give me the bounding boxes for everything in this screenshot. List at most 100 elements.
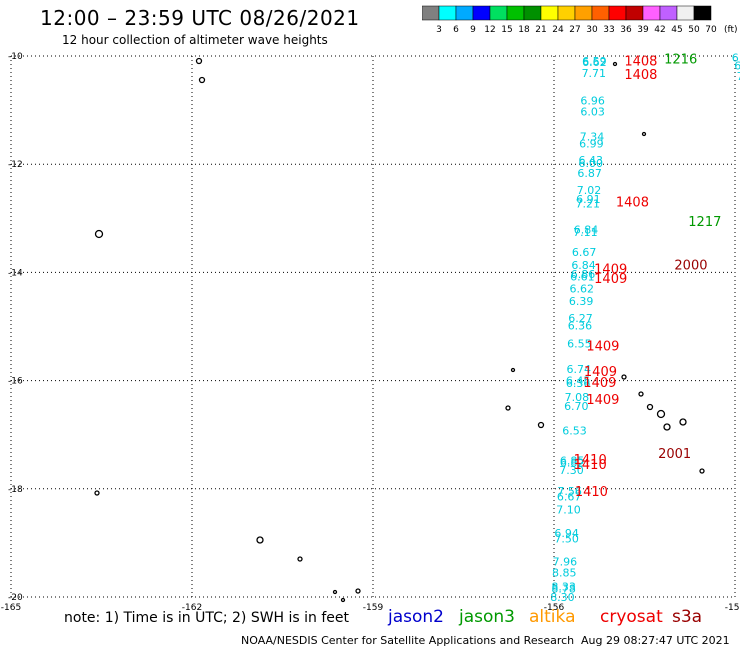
island-outline: [646, 403, 654, 411]
legend-label: 3: [436, 25, 442, 35]
swh-value: 7.30: [559, 464, 584, 477]
x-tick-label: -162: [182, 603, 202, 613]
swh-value: 6.39: [569, 295, 594, 308]
y-tick-label: -18: [8, 485, 23, 495]
island-outline: [332, 589, 338, 595]
island-outline: [505, 405, 511, 411]
y-tick-label: -16: [8, 377, 23, 387]
y-tick-label: -10: [8, 52, 23, 62]
swh-value: 6.70: [564, 400, 589, 413]
island-outline: [510, 367, 516, 373]
pass-time-label: 1410: [574, 453, 607, 468]
legend-label: 21: [535, 25, 546, 35]
swh-value: 6.82: [560, 456, 585, 469]
swh-value: 6.59: [582, 55, 607, 68]
swh-value: 7.09: [737, 70, 740, 83]
pass-time-label: 1409: [586, 339, 619, 354]
legend-label: 6: [453, 25, 459, 35]
pass-time-label: 1408: [624, 54, 657, 69]
legend-label: 36: [620, 25, 632, 35]
swh-value: 6.36: [732, 52, 740, 65]
swh-value: 7.02: [577, 184, 602, 197]
island-outline: [198, 76, 206, 84]
island-outline: [621, 374, 627, 380]
pass-time-label: 1409: [584, 365, 617, 380]
legend-label: 9: [470, 25, 476, 35]
island-outline: [656, 409, 666, 419]
island-outline: [699, 468, 705, 474]
island-outline: [612, 61, 618, 67]
x-tick-label: -165: [1, 603, 21, 613]
island-outline: [679, 418, 687, 426]
swh-value: 6.43: [579, 154, 604, 167]
swh-value: 6.99: [579, 138, 604, 151]
swh-value: 7.11: [573, 226, 598, 239]
swh-value: 7.34: [580, 131, 605, 144]
pass-time-label: 1409: [586, 393, 619, 408]
swh-value: 6.27: [568, 312, 593, 325]
swh-value: 6.00: [579, 157, 604, 170]
swh-value: 6.36: [566, 377, 591, 390]
pass-time-label: 2001: [658, 447, 691, 462]
island-outline: [297, 556, 303, 562]
legend-label: 39: [637, 25, 649, 35]
swh-value: 6.55: [567, 337, 592, 350]
swh-value: 6.91: [576, 193, 601, 206]
legend-label: 12: [484, 25, 495, 35]
island-outline: [94, 490, 100, 496]
satellite-cryosat: cryosat: [600, 607, 663, 627]
pass-time-label: 1408: [624, 68, 657, 83]
island-outline: [256, 536, 264, 544]
swh-value: 7.50: [554, 533, 579, 546]
x-tick-label: -156: [544, 603, 565, 613]
pass-time-label: 1409: [594, 272, 627, 287]
swh-value: 6.45: [566, 375, 591, 388]
legend-label: 33: [603, 25, 614, 35]
grid-lines: [10, 55, 736, 598]
swh-value: 8.78: [551, 582, 576, 595]
pass-time-label: 1410: [575, 485, 608, 500]
pass-time-label: 1409: [583, 376, 616, 391]
swh-value: 7.10: [556, 503, 581, 516]
pass-time-label: 1408: [616, 196, 649, 211]
swh-value: 7.96: [553, 555, 578, 568]
island-outline: [641, 131, 647, 137]
pass-time-label: 1216: [664, 53, 697, 68]
units-note: note: 1) Time is in UTC; 2) SWH is in fe…: [64, 610, 350, 626]
legend-label: 24: [552, 25, 564, 35]
pass-time-label: 1409: [594, 263, 627, 278]
swh-value: 6.87: [577, 167, 602, 180]
legend-label: 42: [654, 25, 665, 35]
swh-values: 6.596.627.716.966.037.346.996.436.006.87…: [550, 52, 740, 604]
x-tick-label: -159: [363, 603, 384, 613]
generated-timestamp: Aug 29 08:27:47 UTC 2021: [581, 634, 730, 647]
island-outline: [355, 588, 361, 594]
swh-value: 7.21: [576, 198, 601, 211]
credit-text: NOAA/NESDIS Center for Satellite Applica…: [241, 634, 575, 647]
swh-value: 6.84: [574, 224, 599, 237]
swh-value: 6.03: [580, 106, 605, 119]
island-outline: [340, 597, 346, 603]
pass-time-label: 1217: [688, 215, 721, 230]
swh-value: 8.85: [552, 567, 577, 580]
swh-value: 6.61: [570, 271, 595, 284]
chart-title: 12:00 – 23:59 UTC 08/26/2021: [40, 6, 360, 30]
swh-value: 8.30: [550, 591, 575, 604]
legend-unit: (ft): [724, 25, 738, 35]
legend-label: 70: [705, 25, 717, 35]
swh-value: 6.67: [572, 246, 597, 259]
swh-value: 8.33: [551, 581, 576, 594]
swh-value: 6.36: [568, 319, 593, 332]
swh-value: 6.67: [557, 490, 582, 503]
pass-time-labels: 1408140812161951959140812171409140920001…: [574, 53, 722, 500]
y-tick-label: -12: [8, 160, 23, 170]
island-outlines: [94, 57, 705, 603]
pass-time-label: 2000: [674, 258, 707, 273]
legend-label: 18: [518, 25, 530, 35]
island-outline: [195, 57, 203, 65]
legend-label: 50: [688, 25, 700, 35]
satellite-jason3: jason3: [459, 607, 515, 627]
swh-value: 6.62: [582, 56, 607, 69]
x-tick-label: -153: [725, 603, 740, 613]
